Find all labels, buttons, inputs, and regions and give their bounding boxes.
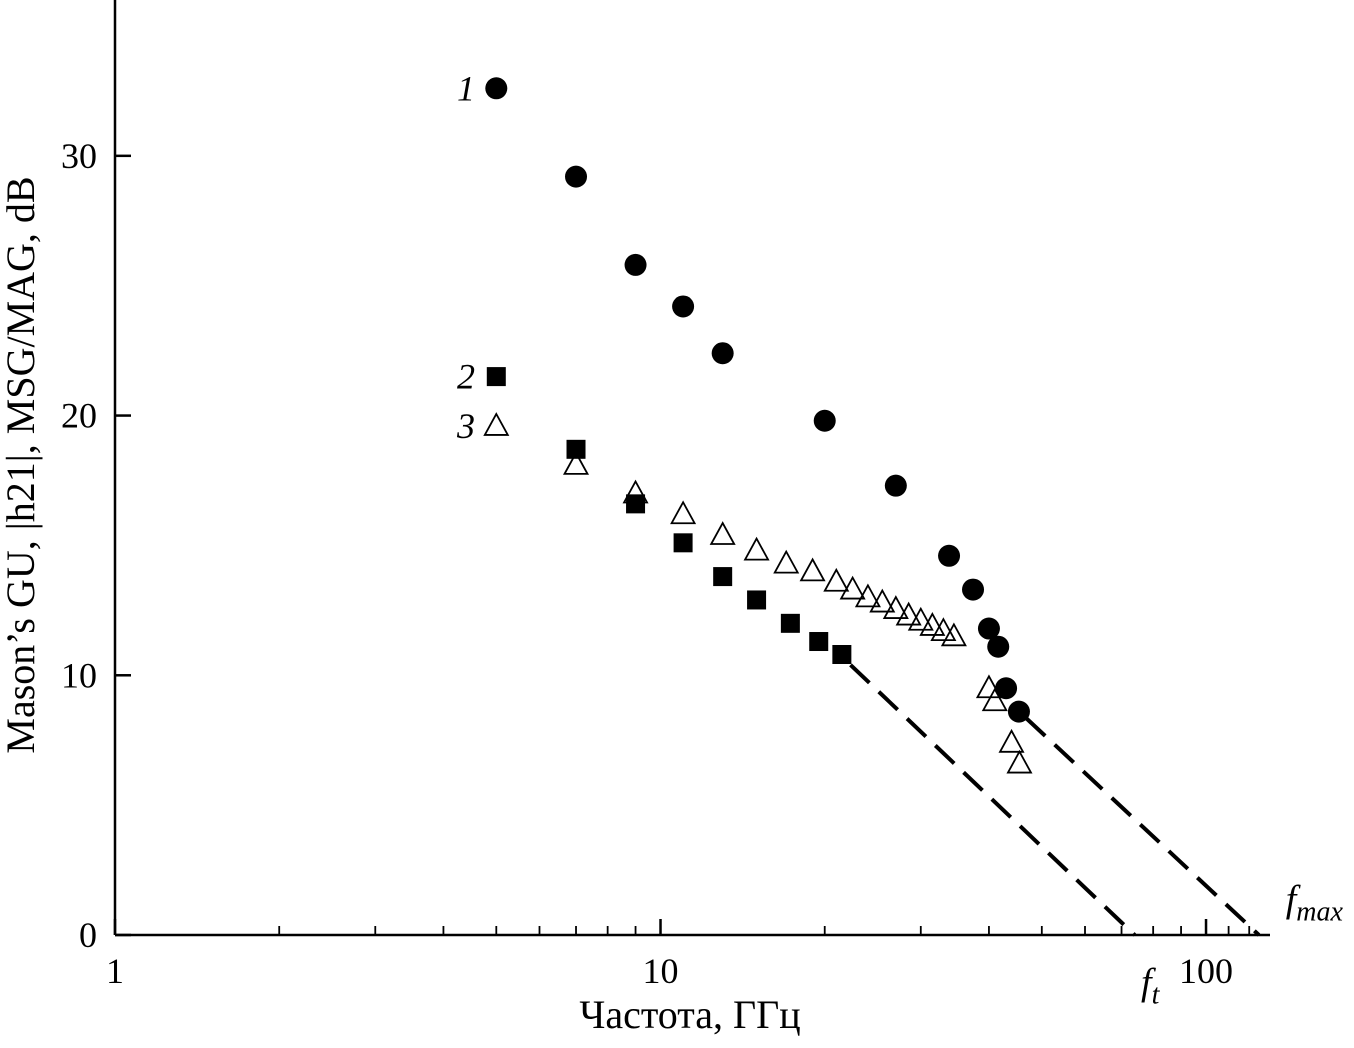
series-3-point [869,588,896,613]
series-1-point [565,165,588,188]
series-3-point [743,536,770,561]
series-3-point [882,595,909,619]
series-3-point [975,674,1002,699]
series-3-point [907,606,934,631]
series-1-point [938,544,961,567]
series-3-point [799,557,826,582]
y-axis-label: Mason’s GU, |h21|, MSG/MAG, dB [0,176,43,753]
series-3-point [670,500,697,525]
series-3-point [839,575,866,600]
series-1-point [995,677,1018,700]
series-label-3: 3 [456,406,475,446]
series-1-point [711,342,734,365]
x-tick-label: 100 [1179,951,1233,991]
series-3-point [854,583,881,608]
series-2-point [713,567,733,587]
annotation-f-t: ft [1141,962,1161,1011]
series-3-point [998,728,1025,753]
series-1-point [672,295,695,318]
x-tick-label: 1 [106,951,124,991]
y-tick-label: 20 [61,396,97,436]
y-tick-label: 0 [79,915,97,955]
series-1-point [987,635,1010,658]
series-2-point [486,367,506,387]
x-tick-label: 10 [643,951,679,991]
annotation-f-max: fmax [1286,879,1344,928]
series-3-point [930,617,957,642]
series-3-point [919,612,946,636]
series-1-point [624,253,647,276]
series-1-point [884,474,907,497]
series-2-point [780,613,800,633]
series-2-point [809,632,829,652]
series-3-point [622,479,649,504]
fmax-extrapolation-line [1024,716,1261,937]
series-2-point [832,645,852,664]
ft-extrapolation-line [849,663,1137,937]
x-axis-label: Частота, ГГц [579,992,800,1037]
series-3-point [1006,749,1033,774]
series-2-point [747,590,767,610]
series-label-1: 1 [457,68,475,108]
y-tick-label: 30 [61,136,97,176]
series-3-point [823,567,850,592]
series-1-point [962,578,985,601]
series-3-point [940,622,967,647]
series-2-point [566,439,586,459]
series-1-point [813,409,836,432]
series-2-point [673,533,693,553]
series-3-point [773,549,800,574]
series-3-point [709,521,736,545]
series-3-point [483,412,510,436]
series-1-point [485,77,508,100]
series-3-point [895,601,922,626]
series-3-point [562,451,590,475]
series-label-2: 2 [457,357,475,397]
series-1-point [1007,700,1030,723]
y-tick-label: 10 [61,655,97,695]
series-1-point [977,617,1000,640]
series-2-point [626,494,646,514]
series-3-point [981,687,1008,712]
